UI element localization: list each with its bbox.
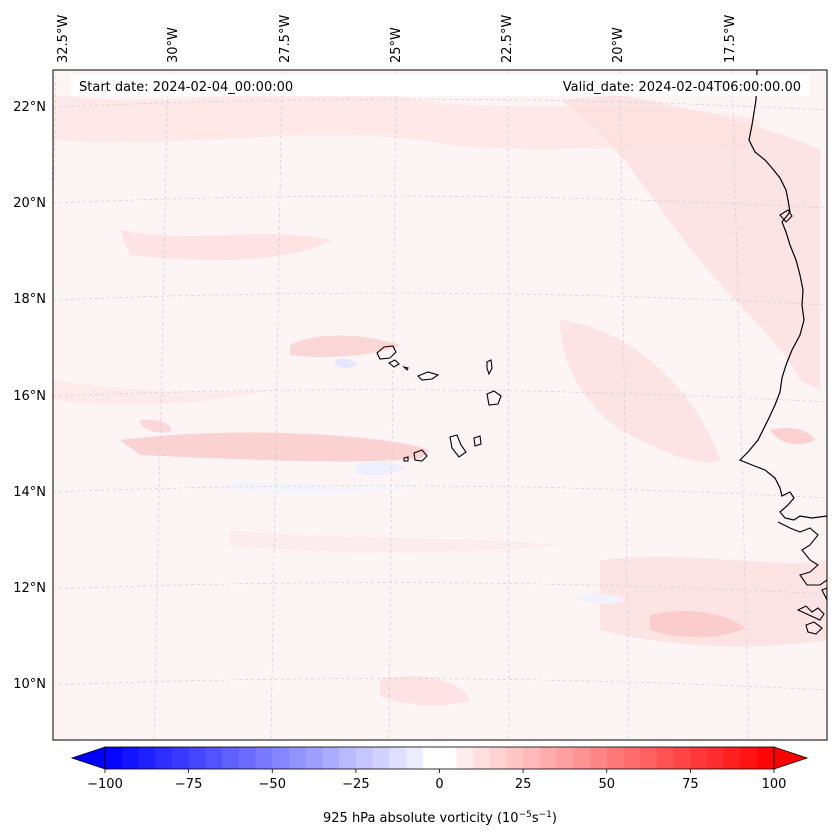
lat-label: 14°N [13,485,46,500]
colorbar-tick-label: 25 [515,777,532,792]
colorbar-segment [640,747,658,769]
map-area [53,70,827,740]
colorbar-segment [272,747,290,769]
colorbar-segment [305,747,323,769]
colorbar-segment [121,747,139,769]
colorbar: −100 −75 −50 −25 0 25 50 75 100 925 hPa absolute… [70,746,809,826]
colorbar-max-extend [773,746,809,770]
valid-date-label: Valid_date: 2024-02-04T06:00:00.00 [563,80,801,95]
colorbar-tick-label: 100 [762,777,787,792]
colorbar-segment [355,747,374,769]
colorbar-segment [539,747,557,769]
start-date-label: Start date: 2024-02-04_00:00:00 [79,80,293,95]
coastline-islands-south [796,587,827,635]
lat-label: 22°N [13,100,46,115]
coastline-south [777,521,827,586]
colorbar-segment [740,747,758,769]
colorbar-min-extend [70,746,106,770]
island-maio [473,435,482,447]
colorbar-segment [288,747,307,769]
colorbar-segment [155,747,173,769]
colorbar-tick-label: −25 [342,777,369,792]
colorbar-ticks: −100 −75 −50 −25 0 25 50 75 100 [87,769,786,792]
cape-verde-islands [376,345,502,462]
lat-label: 18°N [13,292,46,307]
colorbar-segment [422,747,440,769]
lon-label: 22.5°W [500,15,515,63]
colorbar-tick-label: 75 [682,777,699,792]
colorbar-segment [222,747,240,769]
colorbar-segment [523,747,541,769]
island-brava [403,456,409,462]
colorbar-segment [757,747,775,769]
colorbar-segment [238,747,256,769]
lat-label: 10°N [13,677,46,692]
coastline-inlet-1 [779,209,793,223]
colorbar-segment [205,747,223,769]
lon-label: 30°W [166,27,181,63]
island-boa-vista [486,390,502,406]
vorticity-field [53,92,827,706]
date-label-strip [70,75,810,96]
colorbar-segment [556,747,574,769]
colorbar-segments [105,747,775,769]
lat-label: 12°N [13,581,46,596]
west-africa-coastline [738,70,827,521]
colorbar-segment [623,747,641,769]
colorbar-segment [339,747,357,769]
island-santa-luzia [402,365,409,371]
colorbar-segment [105,747,123,769]
colorbar-segment [171,747,190,769]
colorbar-label: 925 hPa absolute vorticity (10−5s−1) [323,810,557,826]
colorbar-segment [406,747,424,769]
meridian-gridlines [53,70,750,740]
colorbar-segment [439,747,457,769]
lon-label: 20°W [611,27,626,63]
island-fogo [413,449,428,462]
lon-label: 27.5°W [278,15,293,63]
colorbar-segment [723,747,741,769]
colorbar-segment [255,747,273,769]
latitude-labels: 22°N 20°N 18°N 16°N 14°N 12°N 10°N [13,100,46,692]
colorbar-tick-label: −50 [259,777,286,792]
colorbar-segment [673,747,691,769]
colorbar-segment [707,747,725,769]
longitude-labels: 32.5°W 30°W 27.5°W 25°W 22.5°W 20°W 17.5… [56,15,738,63]
colorbar-segment [138,747,156,769]
colorbar-segment [573,747,591,769]
lon-label: 32.5°W [56,15,71,63]
island-santo-antao [376,345,397,360]
island-sao-nicolau [417,371,440,381]
colorbar-segment [472,747,491,769]
colorbar-segment [456,747,474,769]
island-sao-vicente [387,359,400,368]
colorbar-segment [606,747,624,769]
colorbar-tick-label: 50 [598,777,615,792]
lat-label: 20°N [13,196,46,211]
colorbar-tick-label: −100 [87,777,123,792]
lon-label: 17.5°W [723,15,738,63]
lat-label: 16°N [13,389,46,404]
island-santiago [449,434,467,458]
colorbar-segment [656,747,675,769]
map-frame [52,69,828,741]
colorbar-segment [389,747,407,769]
colorbar-segment [322,747,340,769]
colorbar-segment [590,747,608,769]
parallel-gridlines [53,98,827,691]
colorbar-tick-label: 0 [435,777,443,792]
colorbar-segment [188,747,206,769]
colorbar-tick-label: −75 [175,777,202,792]
lon-label: 25°W [389,27,404,63]
colorbar-segment [506,747,524,769]
colorbar-segment [372,747,390,769]
island-sal [486,359,493,376]
colorbar-segment [489,747,507,769]
colorbar-segment [690,747,708,769]
